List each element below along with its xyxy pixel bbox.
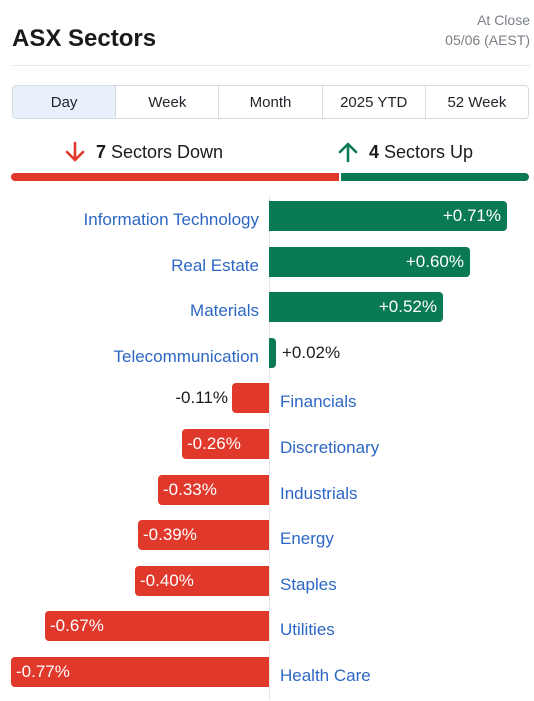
breadth-bar-up [341, 173, 529, 181]
period-tabs: Day Week Month 2025 YTD 52 Week [12, 85, 529, 119]
tab-month[interactable]: Month [218, 86, 321, 118]
bar-value-label: +0.71% [442, 206, 501, 225]
bar-10 [11, 657, 269, 687]
sector-label[interactable]: Telecommunication [113, 347, 259, 366]
bar-1 [269, 247, 470, 277]
sectors-down-count: 7 [96, 141, 107, 162]
bar-value-label: -0.77% [16, 662, 70, 681]
sector-label[interactable]: Health Care [280, 666, 371, 685]
bar-value-label: +0.02% [282, 343, 341, 362]
bar-value-label: -0.33% [163, 480, 217, 499]
sector-label[interactable]: Discretionary [280, 438, 380, 457]
sector-label[interactable]: Real Estate [171, 256, 259, 275]
page-title: ASX Sectors [12, 25, 157, 52]
breadth-bar [11, 173, 529, 181]
sectors-up-count: 4 [369, 141, 380, 162]
market-status: At Close 05/06 (AEST) [445, 10, 530, 50]
sector-label[interactable]: Industrials [280, 484, 358, 503]
bar-value-label: +0.52% [378, 297, 437, 316]
sector-label[interactable]: Energy [280, 529, 334, 548]
bar-5 [182, 429, 269, 459]
sectors-down-summary: 7 Sectors Down [64, 138, 223, 166]
tab-day[interactable]: Day [13, 86, 116, 118]
bar-4 [232, 383, 269, 413]
header-divider [12, 65, 530, 66]
bar-value-label: -0.40% [140, 571, 194, 590]
bar-2 [269, 292, 443, 322]
bar-value-label: +0.60% [405, 252, 464, 271]
sectors-down-label: Sectors Down [111, 141, 224, 162]
bar-0 [269, 201, 507, 231]
bar-value-label: -0.67% [50, 616, 104, 635]
sector-label[interactable]: Information Technology [83, 210, 259, 229]
sector-label[interactable]: Materials [190, 301, 259, 320]
tab-week[interactable]: Week [115, 86, 218, 118]
arrow-up-icon [338, 142, 358, 163]
sector-label[interactable]: Utilities [280, 620, 335, 639]
bar-9 [45, 611, 269, 641]
sectors-up-label: Sectors Up [384, 141, 474, 162]
bar-3 [269, 338, 276, 368]
bar-value-label: -0.39% [143, 525, 197, 544]
bar-value-label: -0.11% [175, 388, 228, 407]
sector-label[interactable]: Staples [280, 575, 337, 594]
arrow-down-icon [65, 141, 85, 162]
bar-value-label: -0.26% [187, 434, 241, 453]
market-status-label: At Close [477, 12, 530, 28]
zero-axis [269, 196, 270, 700]
tab-ytd[interactable]: 2025 YTD [321, 86, 425, 118]
bar-8 [135, 566, 269, 596]
sectors-up-summary: 4 Sectors Up [337, 138, 473, 166]
sector-label[interactable]: Financials [280, 392, 357, 411]
breadth-bar-down [11, 173, 339, 181]
bar-6 [158, 475, 269, 505]
bar-7 [138, 520, 269, 550]
market-status-date: 05/06 (AEST) [445, 32, 530, 48]
tab-52-week[interactable]: 52 Week [424, 86, 528, 118]
header: ASX Sectors At Close 05/06 (AEST) [12, 10, 530, 66]
